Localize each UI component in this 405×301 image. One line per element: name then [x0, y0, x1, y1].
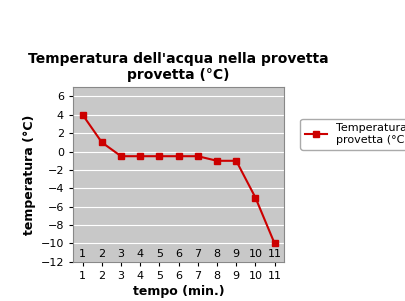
Temperatura
provetta (°C) [214, 159, 219, 163]
Temperatura
provetta (°C) [252, 196, 257, 199]
Text: 6: 6 [175, 249, 182, 259]
Text: 3: 3 [117, 249, 124, 259]
Temperatura
provetta (°C) [80, 113, 85, 117]
Temperatura
provetta (°C) [176, 154, 181, 158]
Text: 10: 10 [248, 249, 262, 259]
Text: 11: 11 [267, 249, 281, 259]
Temperatura
provetta (°C) [233, 159, 238, 163]
Title: Temperatura dell'acqua nella provetta
provetta (°C): Temperatura dell'acqua nella provetta pr… [28, 52, 328, 82]
Text: 4: 4 [136, 249, 143, 259]
Y-axis label: temperatura (°C): temperatura (°C) [23, 114, 36, 235]
Text: 8: 8 [213, 249, 220, 259]
Legend: Temperatura
provetta (°C): Temperatura provetta (°C) [300, 119, 405, 150]
Temperatura
provetta (°C) [137, 154, 142, 158]
Text: 9: 9 [232, 249, 239, 259]
Text: 5: 5 [156, 249, 162, 259]
Text: 2: 2 [98, 249, 105, 259]
X-axis label: tempo (min.): tempo (min.) [132, 285, 224, 298]
Temperatura
provetta (°C) [195, 154, 200, 158]
Temperatura
provetta (°C) [99, 141, 104, 144]
Temperatura
provetta (°C) [271, 242, 276, 245]
Line: Temperatura
provetta (°C): Temperatura provetta (°C) [80, 112, 277, 246]
Temperatura
provetta (°C) [157, 154, 162, 158]
Text: 1: 1 [79, 249, 86, 259]
Temperatura
provetta (°C) [118, 154, 123, 158]
Text: 7: 7 [194, 249, 201, 259]
